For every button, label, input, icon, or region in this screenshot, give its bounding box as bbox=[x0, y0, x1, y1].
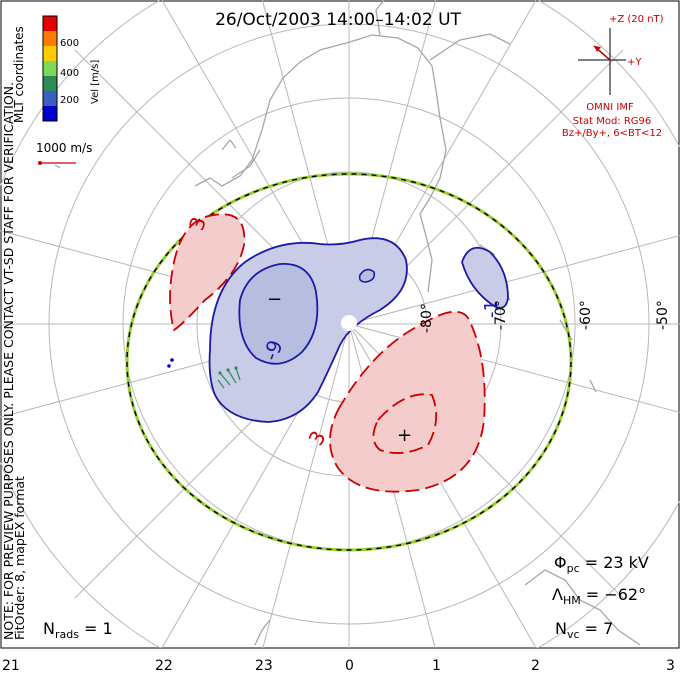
latitude-label-80: -80° bbox=[419, 303, 435, 333]
scale-tick-200: 200 bbox=[60, 95, 79, 106]
mlt-tick-0: 0 bbox=[345, 658, 354, 674]
n-rads-stat: Nrads = 1 bbox=[43, 619, 113, 641]
imf-source: OMNI IMF bbox=[586, 102, 634, 113]
contour-label-neg-a: -1 bbox=[481, 300, 502, 318]
mlt-axis: 21 22 23 0 1 2 3 bbox=[2, 658, 675, 674]
lambda-hm-value: = −62° bbox=[581, 585, 646, 604]
map-title: 26/Oct/2003 14:00–14:02 UT bbox=[215, 10, 461, 30]
latitude-label-50: -50° bbox=[655, 300, 671, 330]
map-stats: Φpc = 23 kV ΛHM = −62° Nvc = 7 Nrads = 1 bbox=[43, 553, 649, 641]
latitude-label-60: -60° bbox=[578, 300, 594, 330]
n-vc-sub: vc bbox=[567, 628, 580, 641]
lambda-hm-sub: HM bbox=[563, 594, 581, 607]
imf-dial: +Z (20 nT) +Y OMNI IMF Stat Mod: RG96 Bz… bbox=[562, 14, 664, 139]
negative-cell-east bbox=[461, 246, 509, 309]
positive-potential-cells bbox=[169, 213, 486, 493]
n-rads-sub: rads bbox=[55, 628, 79, 641]
lambda-hm-stat: ΛHM = −62° bbox=[552, 585, 646, 607]
n-vc-symbol: N bbox=[555, 619, 567, 638]
preview-note: NOTE: FOR PREVIEW PURPOSES ONLY. PLEASE … bbox=[1, 82, 16, 640]
n-vc-stat: Nvc = 7 bbox=[555, 619, 613, 641]
negative-cell-small bbox=[358, 268, 376, 283]
potential-minimum-marker: − bbox=[267, 289, 282, 310]
velocity-vectors bbox=[167, 358, 241, 389]
pole-marker bbox=[341, 315, 357, 331]
mlt-tick-21: 21 bbox=[2, 658, 20, 674]
n-rads-value: = 1 bbox=[79, 619, 113, 638]
lambda-hm-symbol: Λ bbox=[552, 585, 563, 604]
coordinates-label: MLT coordinates bbox=[12, 26, 26, 123]
mlt-tick-2: 2 bbox=[531, 658, 540, 674]
n-rads-symbol: N bbox=[43, 619, 55, 638]
mlt-tick-22: 22 bbox=[155, 658, 173, 674]
positive-cell-dusk bbox=[169, 213, 246, 332]
mlt-tick-3: 3 bbox=[666, 658, 675, 674]
potential-maximum-marker: + bbox=[397, 425, 412, 446]
scale-tick-400: 400 bbox=[60, 68, 79, 79]
scale-title: Vel [m/s] bbox=[90, 60, 101, 104]
mlt-tick-1: 1 bbox=[432, 658, 441, 674]
velocity-reference-label: 1000 m/s bbox=[36, 141, 92, 155]
imf-stat-mod: Stat Mod: RG96 bbox=[573, 116, 652, 127]
hm-boundary bbox=[125, 172, 573, 552]
imf-z-label: +Z (20 nT) bbox=[609, 14, 664, 25]
imf-y-label: +Y bbox=[627, 57, 642, 68]
fit-order-note: FitOrder: 8, mapEX format bbox=[12, 476, 27, 640]
latitude-labels: -80° -70° -60° -50° bbox=[419, 300, 671, 333]
mlt-tick-23: 23 bbox=[255, 658, 273, 674]
phi-pc-sub: pc bbox=[567, 562, 580, 575]
phi-pc-value: = 23 kV bbox=[580, 553, 649, 572]
n-vc-value: = 7 bbox=[580, 619, 614, 638]
negative-cell-inner bbox=[238, 263, 319, 365]
phi-pc-stat: Φpc = 23 kV bbox=[554, 553, 649, 575]
color-scale: 600 400 200 Vel [m/s] bbox=[42, 15, 101, 122]
imf-condition: Bz+/By+, 6<BT<12 bbox=[562, 128, 662, 139]
phi-pc-symbol: Φ bbox=[554, 553, 567, 572]
latitude-label-70: -70° bbox=[493, 300, 509, 330]
negative-potential-cells bbox=[208, 237, 509, 423]
velocity-reference: 1000 m/s bbox=[36, 141, 92, 165]
scale-tick-600: 600 bbox=[60, 38, 79, 49]
positive-cell-dawn-inner bbox=[372, 393, 438, 454]
